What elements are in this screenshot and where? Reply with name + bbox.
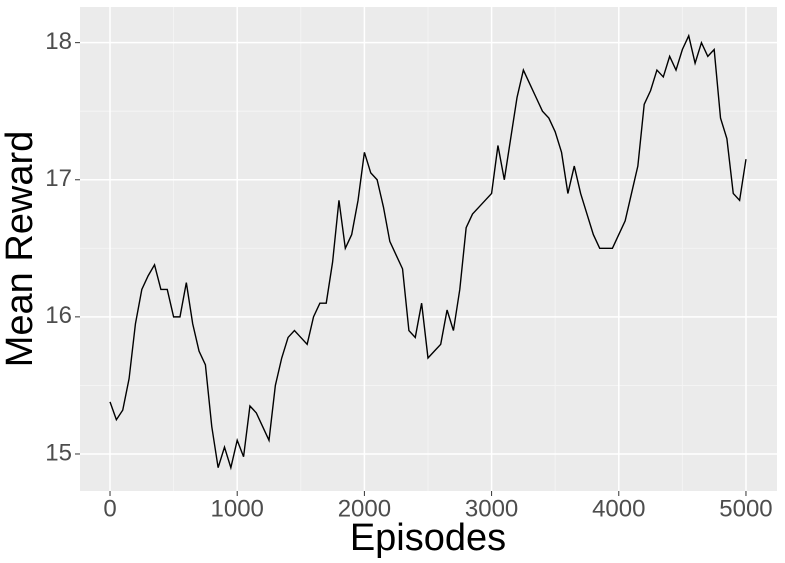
y-tick-label: 15 [45,439,72,466]
x-tick-label: 5000 [719,495,772,522]
x-tick-label: 0 [103,495,116,522]
y-axis-title: Mean Reward [0,131,41,368]
y-tick-label: 17 [45,165,72,192]
y-tick-label: 16 [45,302,72,329]
x-tick-label: 3000 [465,495,518,522]
x-axis-title: Episodes [350,517,506,559]
x-tick-label: 4000 [592,495,645,522]
line-series [109,33,747,471]
y-tick-label: 18 [45,28,72,55]
panel [80,7,777,491]
x-tick-label: 1000 [211,495,264,522]
x-tick-label: 2000 [338,495,391,522]
